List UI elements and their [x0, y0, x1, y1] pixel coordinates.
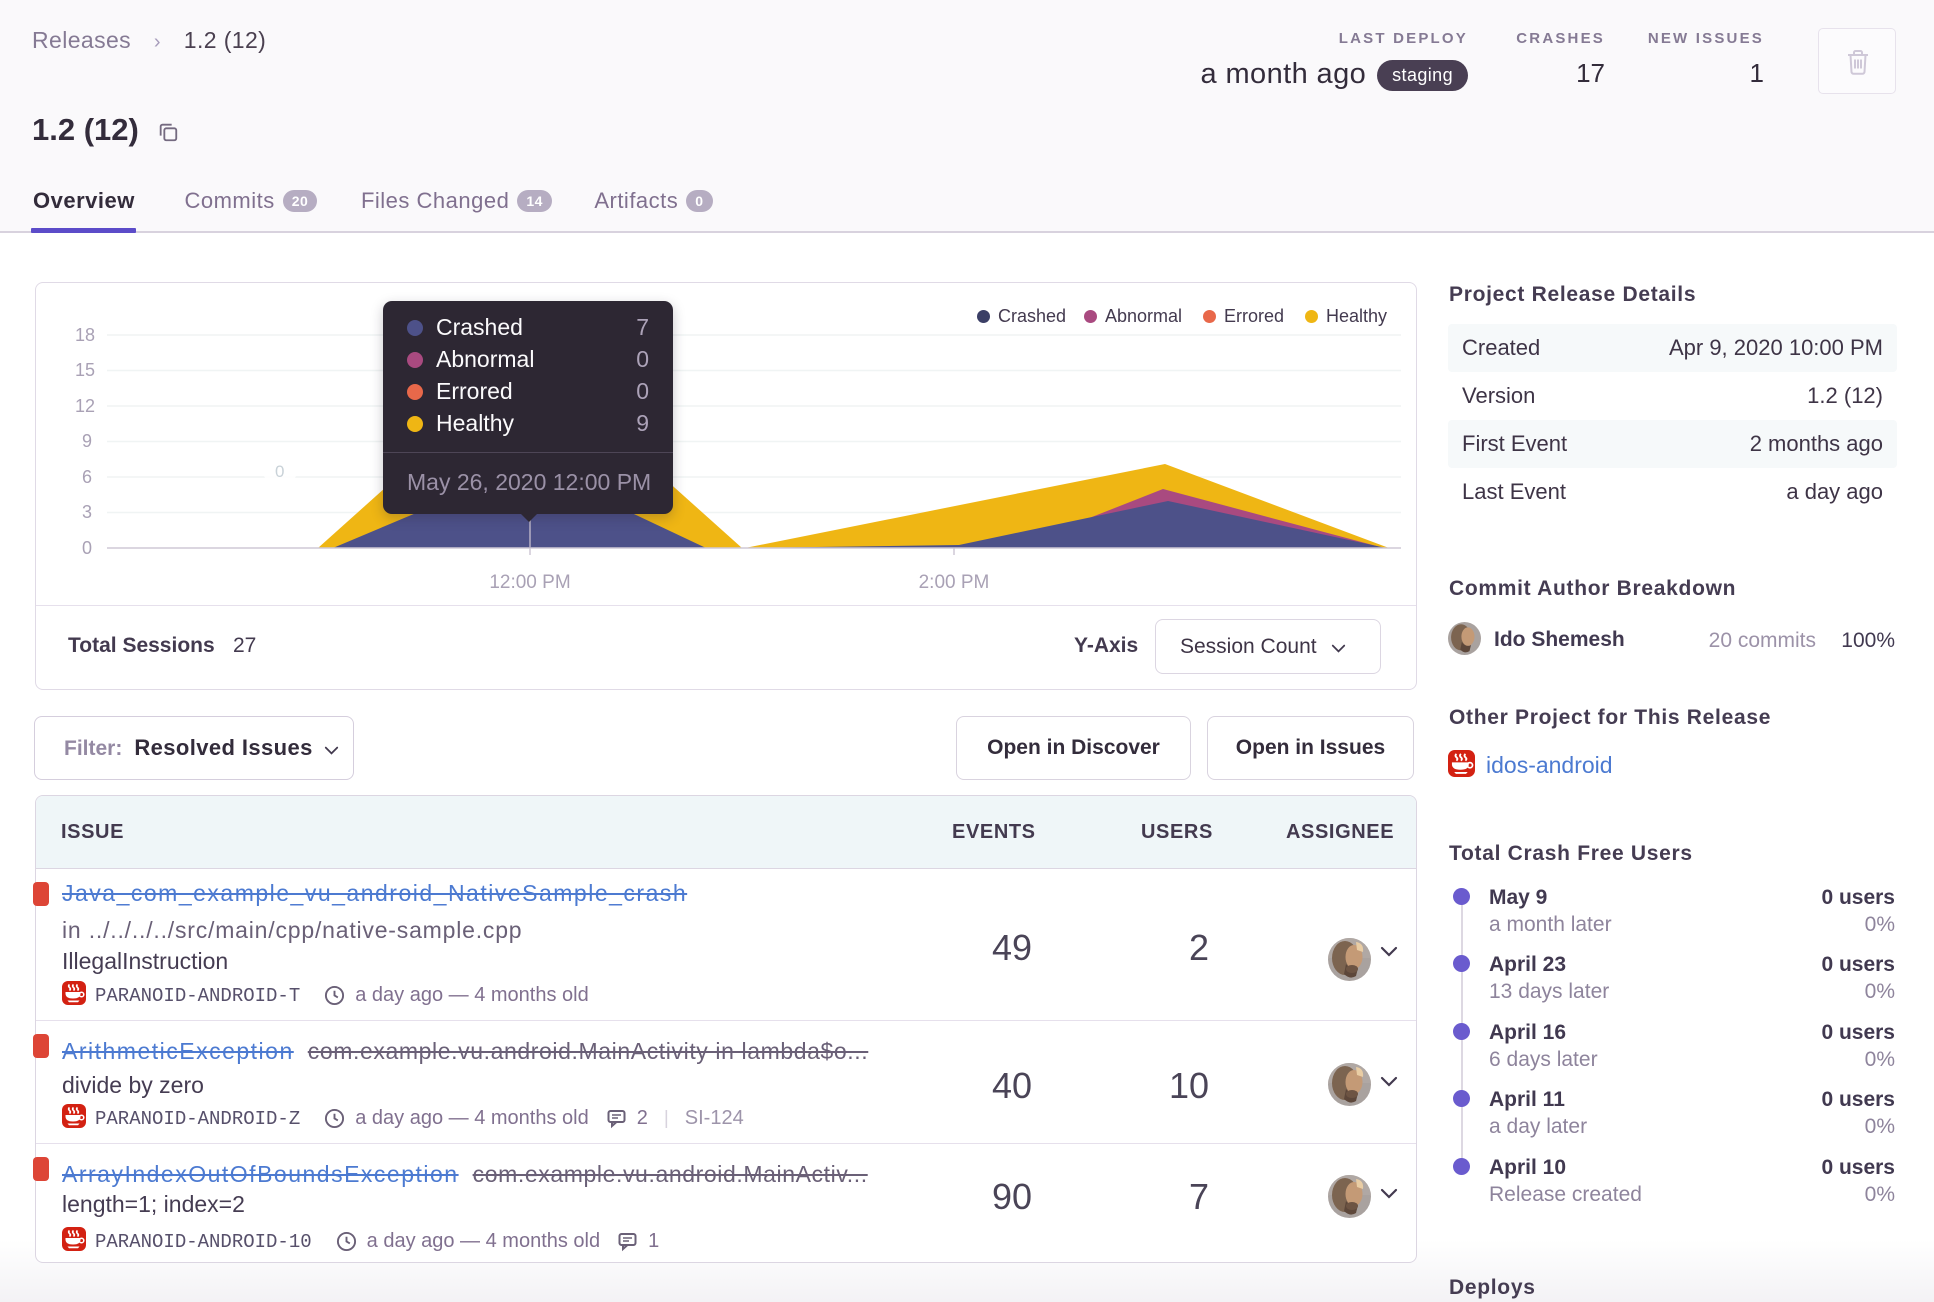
- svg-text:12:00 PM: 12:00 PM: [489, 572, 570, 593]
- svg-text:0: 0: [275, 462, 284, 481]
- svg-text:9: 9: [82, 431, 92, 451]
- svg-text:15: 15: [75, 360, 95, 380]
- svg-text:3: 3: [82, 502, 92, 522]
- svg-text:0: 0: [82, 538, 92, 558]
- svg-text:18: 18: [75, 325, 95, 345]
- svg-text:2:00 PM: 2:00 PM: [919, 572, 990, 593]
- svg-text:6: 6: [82, 467, 92, 487]
- svg-text:12: 12: [75, 396, 95, 416]
